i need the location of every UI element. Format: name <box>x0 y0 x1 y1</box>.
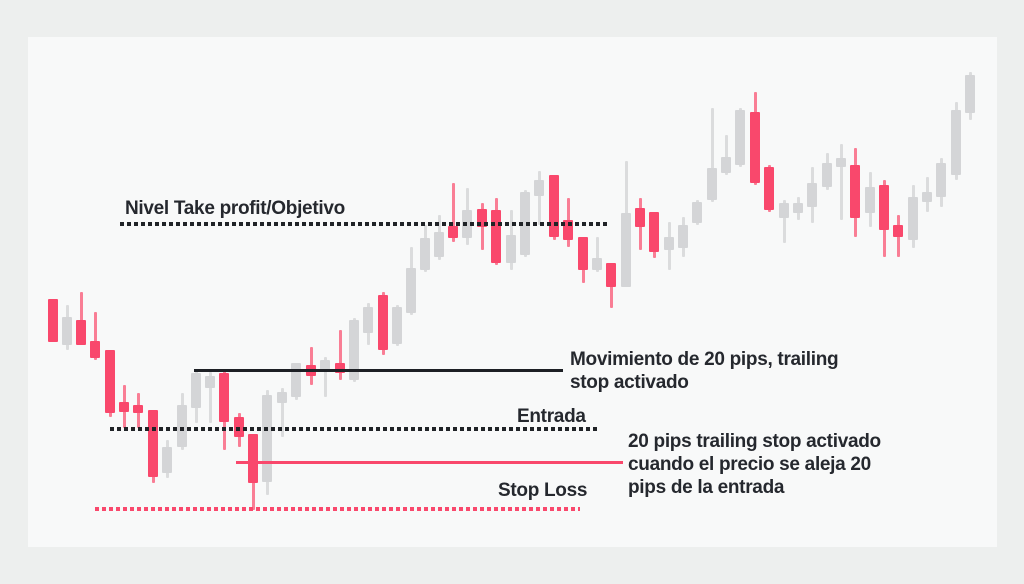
stop-loss-line <box>95 507 580 511</box>
candle-body <box>836 158 846 167</box>
take-profit-label: Nivel Take profit/Objetivo <box>125 198 345 219</box>
candle-body <box>392 307 402 344</box>
candle-body <box>606 263 616 287</box>
candle-body <box>191 373 201 408</box>
candle-body <box>76 320 86 345</box>
candle-body <box>205 376 215 388</box>
candle-wick <box>323 357 327 397</box>
candle-wick <box>537 171 541 225</box>
candle-body <box>162 447 172 473</box>
candle-body <box>922 192 932 202</box>
candle-wick <box>724 135 728 175</box>
candle-body <box>105 350 115 413</box>
candle-body <box>177 405 187 447</box>
candle-wick <box>782 200 786 243</box>
trailing-stop-line <box>236 461 623 464</box>
candle-body <box>879 185 889 230</box>
candle-body <box>865 187 875 213</box>
candle-body <box>248 434 258 483</box>
stop-loss-label: Stop Loss <box>498 480 588 501</box>
candle-body <box>534 180 544 196</box>
candle-body <box>664 237 674 250</box>
candle-body <box>793 203 803 213</box>
entry-label: Entrada <box>517 406 586 427</box>
candle-body <box>764 167 774 210</box>
movement-line <box>194 369 563 372</box>
candle-wick <box>208 372 212 423</box>
candle-wick <box>451 183 455 242</box>
candle-body <box>148 410 158 477</box>
candle-body <box>850 165 860 218</box>
candle-body <box>90 341 100 358</box>
candle-body <box>262 395 272 482</box>
candle-wick <box>839 144 843 220</box>
candle-body <box>335 363 345 373</box>
trailing-stop-label: 20 pips trailing stop activado cuando el… <box>628 431 881 498</box>
candle-body <box>721 157 731 173</box>
candle-body <box>779 203 789 218</box>
entry-line <box>110 427 597 431</box>
candle-body <box>48 299 58 342</box>
candle-wick <box>280 388 284 437</box>
candle-body <box>908 197 918 240</box>
candle-body <box>936 163 946 197</box>
candle-body <box>951 110 961 175</box>
candle-body <box>219 373 229 422</box>
candle-body <box>477 209 487 227</box>
candle-body <box>491 210 501 263</box>
candle-body <box>649 212 659 252</box>
candle-body <box>119 402 129 412</box>
candle-body <box>378 295 388 350</box>
candle-body <box>807 183 817 207</box>
candle-body <box>592 258 602 270</box>
candle-body <box>320 360 330 370</box>
take-profit-line <box>120 222 610 226</box>
candle-body <box>635 208 645 227</box>
candle-body <box>893 225 903 237</box>
candle-body <box>420 238 430 270</box>
candle-body <box>707 168 717 200</box>
candle-wick <box>595 237 599 272</box>
candle-body <box>406 268 416 313</box>
candle-body <box>621 213 631 287</box>
candle-body <box>563 220 573 240</box>
candle-body <box>349 320 359 380</box>
candle-wick <box>710 108 714 202</box>
candle-body <box>363 307 373 333</box>
candle-wick <box>93 312 97 360</box>
candle-body <box>735 110 745 165</box>
candle-body <box>965 75 975 113</box>
candle-body <box>291 363 301 397</box>
candle-wick <box>338 330 342 380</box>
candle-body <box>133 405 143 413</box>
candle-body <box>62 317 72 345</box>
movement-label: Movimiento de 20 pips, trailing stop act… <box>570 349 839 393</box>
candle-body <box>692 202 702 223</box>
candle-body <box>506 235 516 263</box>
candle-body <box>448 226 458 238</box>
candle-body <box>750 112 760 183</box>
candle-body <box>822 163 832 187</box>
candle-body <box>434 232 444 257</box>
candle-wick <box>79 292 83 345</box>
candle-body <box>678 225 688 248</box>
candle-body <box>578 237 588 270</box>
candle-body <box>549 175 559 237</box>
candle-body <box>277 392 287 403</box>
